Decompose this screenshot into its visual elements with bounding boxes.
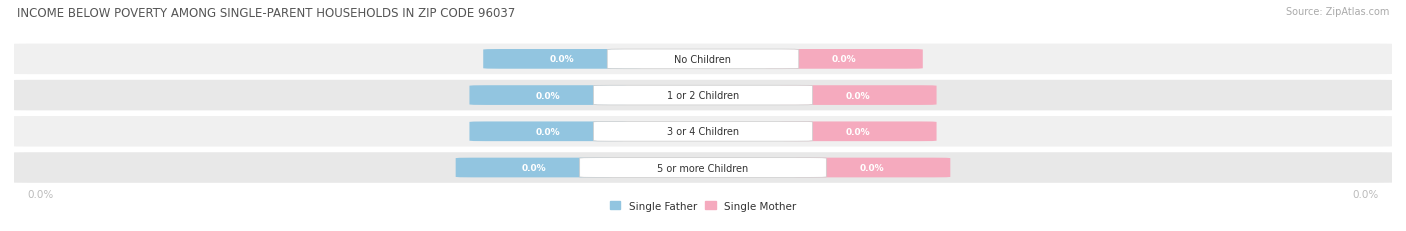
Text: No Children: No Children [675, 55, 731, 65]
FancyBboxPatch shape [470, 86, 627, 106]
FancyBboxPatch shape [11, 44, 1395, 75]
Text: 3 or 4 Children: 3 or 4 Children [666, 127, 740, 137]
Text: 0.0%: 0.0% [1353, 189, 1378, 199]
Text: 0.0%: 0.0% [536, 91, 561, 100]
FancyBboxPatch shape [11, 116, 1395, 147]
Text: 5 or more Children: 5 or more Children [658, 163, 748, 173]
FancyBboxPatch shape [779, 86, 936, 106]
Text: 0.0%: 0.0% [522, 163, 547, 172]
Text: 0.0%: 0.0% [536, 127, 561, 136]
Text: 1 or 2 Children: 1 or 2 Children [666, 91, 740, 101]
FancyBboxPatch shape [593, 86, 813, 106]
FancyBboxPatch shape [593, 122, 813, 142]
Text: 0.0%: 0.0% [28, 189, 53, 199]
Text: 0.0%: 0.0% [859, 163, 884, 172]
FancyBboxPatch shape [456, 158, 613, 178]
FancyBboxPatch shape [766, 50, 922, 70]
Text: Source: ZipAtlas.com: Source: ZipAtlas.com [1285, 7, 1389, 17]
Text: INCOME BELOW POVERTY AMONG SINGLE-PARENT HOUSEHOLDS IN ZIP CODE 96037: INCOME BELOW POVERTY AMONG SINGLE-PARENT… [17, 7, 515, 20]
FancyBboxPatch shape [484, 50, 640, 70]
FancyBboxPatch shape [793, 158, 950, 178]
Text: 0.0%: 0.0% [550, 55, 574, 64]
FancyBboxPatch shape [11, 152, 1395, 183]
FancyBboxPatch shape [470, 122, 627, 142]
FancyBboxPatch shape [779, 122, 936, 142]
FancyBboxPatch shape [607, 50, 799, 70]
Legend: Single Father, Single Mother: Single Father, Single Mother [610, 201, 796, 211]
Text: 0.0%: 0.0% [832, 55, 856, 64]
Text: 0.0%: 0.0% [845, 91, 870, 100]
FancyBboxPatch shape [11, 80, 1395, 111]
Text: 0.0%: 0.0% [845, 127, 870, 136]
FancyBboxPatch shape [579, 158, 827, 178]
